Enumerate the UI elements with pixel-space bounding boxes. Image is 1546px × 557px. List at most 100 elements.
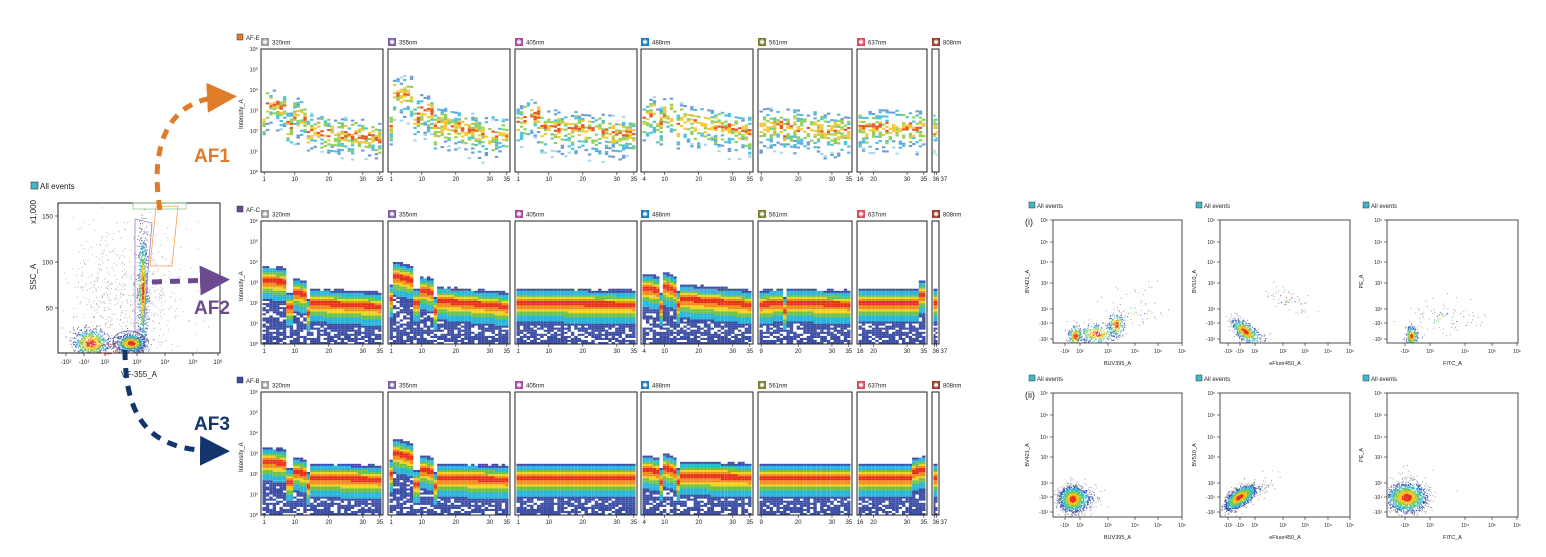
event-dot xyxy=(140,345,142,347)
event-dot xyxy=(65,278,67,280)
intensity-bin xyxy=(364,158,368,161)
intensity-bin xyxy=(806,135,811,138)
intensity-bin xyxy=(337,138,341,141)
event-dot xyxy=(145,260,147,262)
event-dot xyxy=(122,348,124,350)
event-dot xyxy=(140,263,142,265)
event-dot xyxy=(122,254,124,256)
intensity-bin xyxy=(734,130,738,133)
event-dot xyxy=(74,337,76,339)
intensity-bin xyxy=(457,124,461,127)
gate-af-e[interactable] xyxy=(149,205,179,267)
intensity-bin xyxy=(536,131,541,134)
intensity-bin xyxy=(337,136,341,139)
intensity-bin xyxy=(262,286,266,289)
intensity-bin xyxy=(823,132,827,135)
event-dot xyxy=(82,340,84,342)
intensity-bin xyxy=(666,117,670,120)
intensity-bin xyxy=(536,112,541,115)
intensity-bin xyxy=(426,109,431,112)
event-dot xyxy=(107,334,109,336)
intensity-bin xyxy=(526,133,531,136)
intensity-bin xyxy=(262,122,266,125)
event-dot xyxy=(91,335,92,337)
event-dot xyxy=(138,291,140,293)
event-dot xyxy=(140,313,142,315)
intensity-bin xyxy=(683,133,687,136)
intensity-bin xyxy=(276,305,280,308)
event-dot xyxy=(96,336,98,338)
event-dot xyxy=(146,226,148,228)
intensity-bin xyxy=(350,140,355,143)
intensity-bin xyxy=(547,129,551,132)
event-dot xyxy=(121,342,123,344)
intensity-bin xyxy=(543,143,548,146)
x-tick-label: 35 xyxy=(746,177,753,183)
intensity-bin xyxy=(908,132,913,135)
event-dot xyxy=(137,350,139,352)
event-dot xyxy=(91,339,93,341)
intensity-bin xyxy=(628,147,633,150)
event-dot xyxy=(138,246,140,247)
intensity-bin xyxy=(547,118,551,121)
event-dot xyxy=(117,344,119,346)
intensity-bin xyxy=(269,105,273,108)
intensity-bin xyxy=(621,121,626,124)
event-dot xyxy=(179,299,181,300)
event-dot xyxy=(142,331,143,333)
event-dot xyxy=(142,318,144,320)
event-dot xyxy=(128,346,130,348)
event-dot xyxy=(141,285,143,286)
intensity-bin xyxy=(443,140,448,143)
intensity-bin xyxy=(632,124,636,127)
event-dot xyxy=(142,240,144,242)
intensity-bin xyxy=(680,108,684,111)
event-dot xyxy=(127,335,129,337)
x-tick-label: 30 xyxy=(729,177,736,183)
event-dot xyxy=(135,346,137,348)
intensity-bin xyxy=(498,127,502,130)
event-dot xyxy=(87,334,89,336)
intensity-bin xyxy=(557,117,561,120)
event-dot xyxy=(147,318,149,320)
intensity-bin xyxy=(437,108,441,111)
event-dot xyxy=(92,338,94,340)
intensity-bin xyxy=(344,133,348,136)
intensity-bin xyxy=(498,142,502,145)
intensity-bin xyxy=(371,148,375,151)
event-dot xyxy=(73,316,75,318)
intensity-bin xyxy=(337,140,341,143)
intensity-bin xyxy=(649,125,653,128)
event-dot xyxy=(125,326,127,327)
intensity-bin xyxy=(272,112,277,115)
event-dot xyxy=(141,319,143,321)
intensity-bin xyxy=(858,114,862,117)
intensity-bin xyxy=(457,118,461,121)
intensity-bin xyxy=(830,133,834,136)
event-dot xyxy=(106,267,108,268)
intensity-bin xyxy=(720,128,725,131)
event-dot xyxy=(77,346,79,348)
event-dot xyxy=(126,338,128,340)
intensity-bin xyxy=(707,138,711,141)
event-dot xyxy=(120,315,122,317)
intensity-bin xyxy=(766,114,770,117)
intensity-bin xyxy=(265,319,270,322)
event-dot xyxy=(82,289,84,290)
intensity-bin xyxy=(776,123,780,126)
event-dot xyxy=(136,296,138,298)
intensity-bin xyxy=(776,121,780,124)
intensity-bin xyxy=(474,129,478,132)
event-dot xyxy=(152,339,154,341)
intensity-bin xyxy=(361,118,365,121)
intensity-bin xyxy=(262,274,266,277)
intensity-bin xyxy=(416,112,421,115)
x-tick-label: 20 xyxy=(795,177,802,183)
event-dot xyxy=(121,262,123,264)
event-dot xyxy=(104,302,105,304)
event-dot xyxy=(93,350,95,352)
intensity-bin xyxy=(724,126,728,129)
event-dot xyxy=(159,335,160,337)
event-dot xyxy=(132,345,134,347)
event-dot xyxy=(93,348,95,350)
